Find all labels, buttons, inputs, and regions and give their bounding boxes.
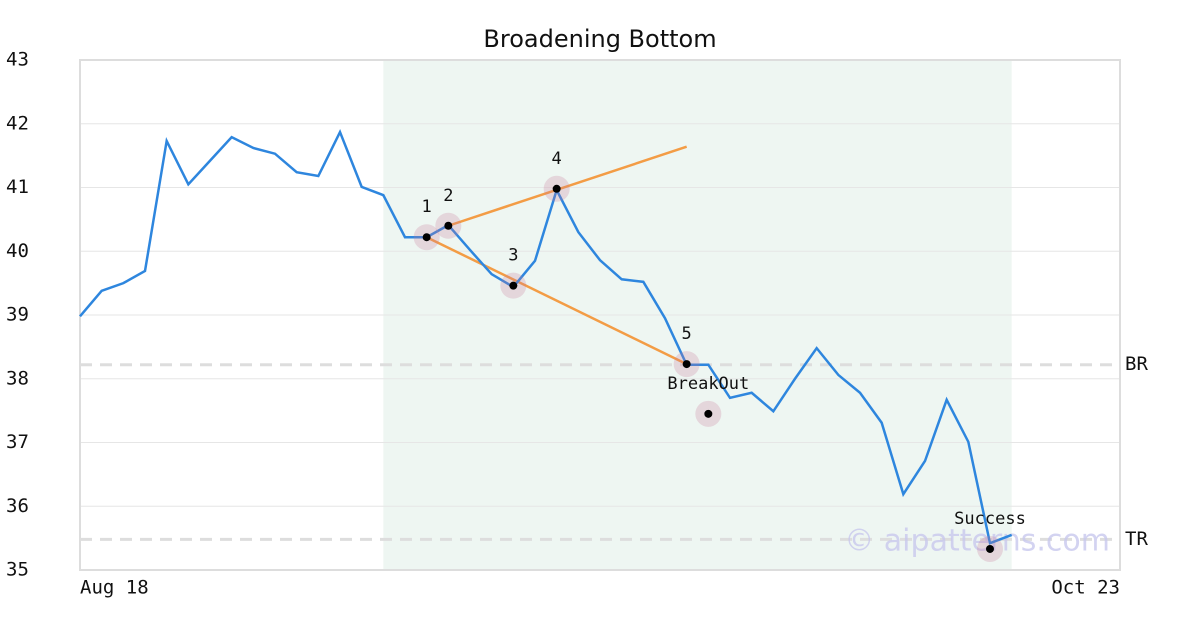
point-label: 3 bbox=[508, 246, 518, 266]
point-marker bbox=[509, 281, 518, 290]
trend-line bbox=[447, 145, 688, 227]
x-tick-label: Oct 23 bbox=[1051, 577, 1120, 599]
y-tick-label: 43 bbox=[6, 49, 29, 71]
y-tick-label: 37 bbox=[6, 431, 29, 453]
point-label: 5 bbox=[682, 324, 692, 344]
chart-title: Broadening Bottom bbox=[483, 25, 716, 53]
point-marker bbox=[704, 409, 713, 418]
price-line bbox=[79, 128, 1013, 545]
point-label: Success bbox=[954, 509, 1026, 529]
point-label: 2 bbox=[443, 186, 453, 206]
point-marker bbox=[444, 221, 453, 230]
point-label: BreakOut bbox=[667, 374, 749, 394]
trend-line bbox=[426, 236, 688, 366]
y-tick-label: 36 bbox=[6, 495, 29, 517]
point-marker bbox=[552, 184, 561, 193]
y-tick-label: 35 bbox=[6, 559, 29, 581]
y-tick-label: 39 bbox=[6, 304, 29, 326]
point-marker bbox=[986, 544, 994, 553]
y-tick-label: 42 bbox=[6, 112, 29, 134]
level-label: BR bbox=[1125, 353, 1148, 375]
point-marker bbox=[422, 233, 431, 242]
point-label: 1 bbox=[422, 197, 432, 217]
point-label: 4 bbox=[552, 149, 562, 169]
level-label: TR bbox=[1125, 528, 1148, 550]
watermark: © aipatterns.com bbox=[844, 524, 1110, 559]
point-marker bbox=[682, 360, 691, 369]
x-tick-label: Aug 18 bbox=[80, 577, 149, 599]
y-tick-label: 40 bbox=[6, 240, 29, 262]
y-tick-label: 38 bbox=[6, 367, 29, 389]
y-tick-label: 41 bbox=[6, 176, 29, 198]
